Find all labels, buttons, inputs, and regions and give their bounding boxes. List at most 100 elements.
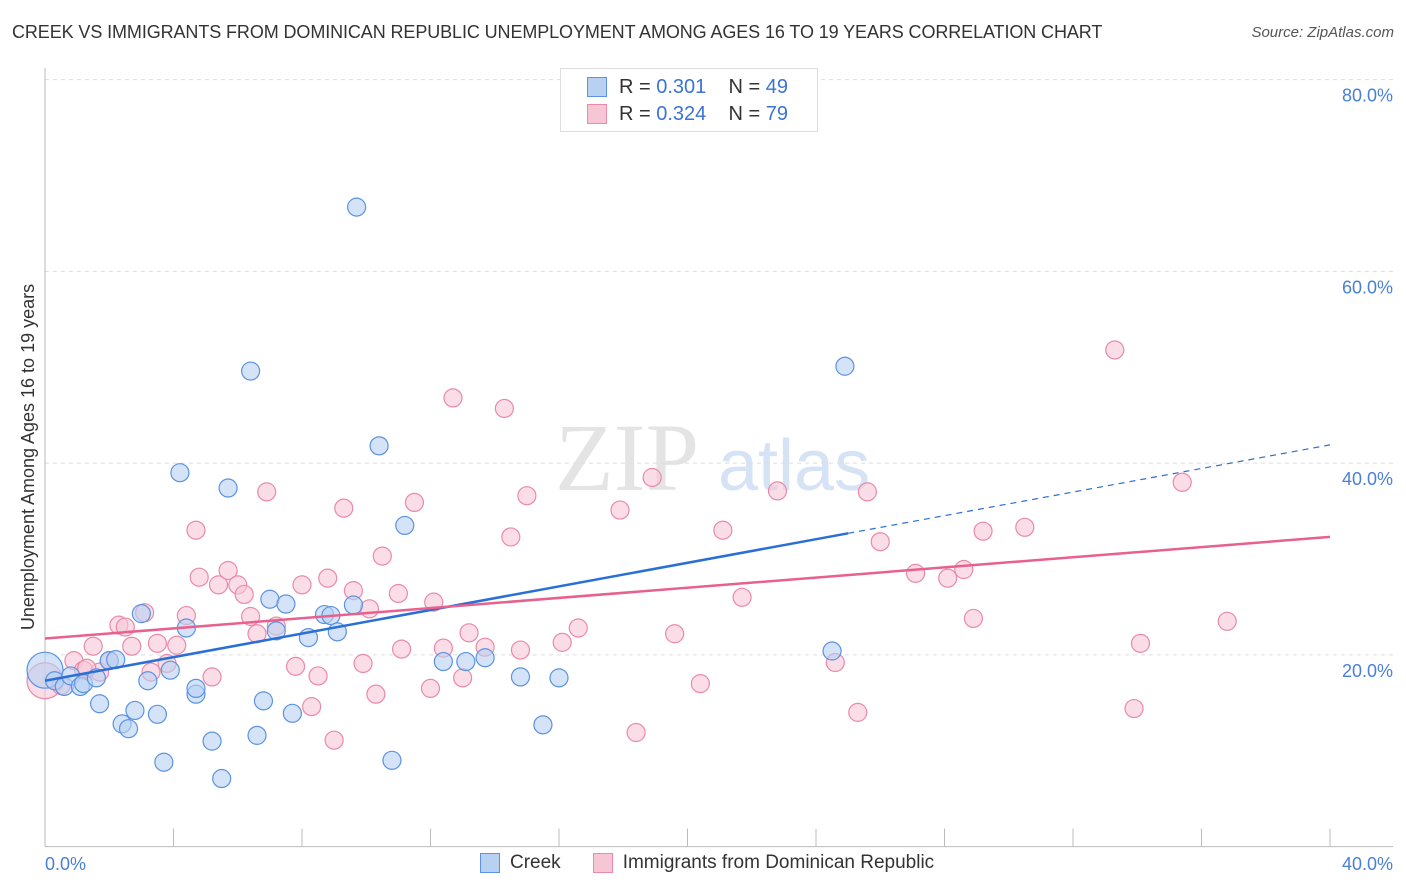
dominican-point [443, 388, 463, 408]
creek-point [266, 621, 286, 641]
creek-point [343, 595, 363, 615]
creek-point [202, 731, 222, 751]
dominican-point [453, 668, 473, 688]
creek-point [282, 703, 302, 723]
watermark: ZIP atlas [555, 404, 870, 511]
dominican-point [308, 666, 328, 686]
creek-point [510, 667, 531, 687]
creek-point [147, 704, 168, 724]
creek-point [186, 678, 206, 699]
creek-point [125, 700, 145, 721]
dominican-point [1130, 633, 1151, 653]
creek-point [533, 715, 553, 735]
dominican-point [517, 486, 537, 506]
creek-point [218, 478, 238, 498]
x-tick-label: 0.0% [45, 854, 86, 874]
dominican-point [257, 482, 277, 502]
svg-text:ZIP: ZIP [555, 404, 699, 511]
creek-trend-extension [848, 444, 1331, 534]
dominican-point [713, 520, 733, 540]
creek-swatch [480, 853, 500, 873]
dominican-point [353, 653, 373, 674]
dominican-trend-line [44, 535, 1331, 640]
dominican-point [334, 498, 354, 518]
dominican-point [292, 575, 312, 595]
dominican-point [905, 563, 926, 583]
dominican-point [552, 632, 572, 652]
dominican-point [420, 678, 441, 699]
n-value: 79 [765, 102, 789, 125]
creek-point [369, 436, 389, 456]
dominican-point [189, 567, 209, 587]
r-value: 0.301 [656, 75, 707, 98]
legend-dominican-label: Immigrants from Dominican Republic [622, 852, 935, 873]
dominican-point [568, 618, 588, 638]
r-value: 0.324 [656, 102, 707, 125]
n-label: N = [728, 75, 761, 98]
creek-point [835, 356, 855, 376]
dominican-point [732, 587, 752, 607]
chart-title: CREEK VS IMMIGRANTS FROM DOMINICAN REPUB… [12, 22, 1103, 42]
creek-swatch [587, 77, 607, 97]
creek-point [154, 752, 174, 772]
dominican-point [938, 568, 958, 588]
dominican-point [767, 481, 788, 501]
dominican-point [963, 608, 984, 629]
r-label: R = [619, 75, 651, 98]
dominican-point [122, 636, 142, 656]
svg-text:atlas: atlas [718, 426, 870, 506]
creek-point [241, 361, 261, 381]
dominican-point [459, 623, 479, 643]
creek-point [433, 651, 453, 672]
y-axis-title: Unemployment Among Ages 16 to 19 years [18, 284, 38, 630]
creek-point [347, 197, 367, 217]
dominican-point [1172, 472, 1192, 492]
dominican-point [208, 575, 229, 595]
dominican-point [218, 560, 238, 581]
creek-point [276, 594, 296, 614]
creek-point [260, 589, 280, 609]
dominican-point [404, 492, 425, 513]
y-tick-label: 40.0% [1342, 469, 1393, 489]
dominican-point [1105, 340, 1125, 360]
dominican-point [857, 482, 878, 502]
dominican-point [494, 398, 514, 419]
creek-point [456, 651, 476, 672]
dominican-point [626, 722, 646, 743]
dominican-point [642, 467, 662, 488]
dominican-point [202, 667, 222, 687]
dominican-point [388, 583, 408, 604]
series-legend: Creek Immigrants from Dominican Republic [480, 852, 934, 874]
correlation-legend: R = 0.301 N = 49 R = 0.324 N = 79 [560, 68, 818, 132]
y-tick-label: 20.0% [1342, 661, 1393, 681]
creek-point [90, 694, 110, 714]
n-value: 49 [765, 75, 789, 98]
dominican-point [954, 559, 974, 580]
dominican-point [665, 624, 685, 644]
creek-point [118, 719, 139, 739]
dominican-point [302, 697, 322, 717]
dominican-point [848, 702, 868, 722]
dominican-point [870, 532, 890, 552]
dominican-point [285, 656, 306, 676]
dominican-point [391, 639, 412, 659]
n-label: N = [728, 102, 761, 125]
dominican-point [324, 730, 344, 750]
dominican-point [501, 527, 521, 547]
legend-row-creek: R = 0.301 N = 49 [587, 74, 788, 100]
creek-point [822, 641, 842, 661]
dominican-point [1015, 517, 1035, 537]
dominican-point [147, 633, 168, 653]
y-tick-label: 60.0% [1342, 277, 1393, 297]
dominican-point [359, 599, 380, 619]
creek-point [475, 648, 495, 668]
dominican-point [610, 500, 630, 520]
dominican-point [83, 636, 103, 656]
creek-point [160, 660, 180, 680]
creek-point [138, 671, 158, 691]
creek-point [170, 463, 190, 483]
dominican-point [973, 521, 993, 541]
legend-row-dominican: R = 0.324 N = 79 [587, 101, 788, 127]
dominican-point [234, 584, 254, 605]
